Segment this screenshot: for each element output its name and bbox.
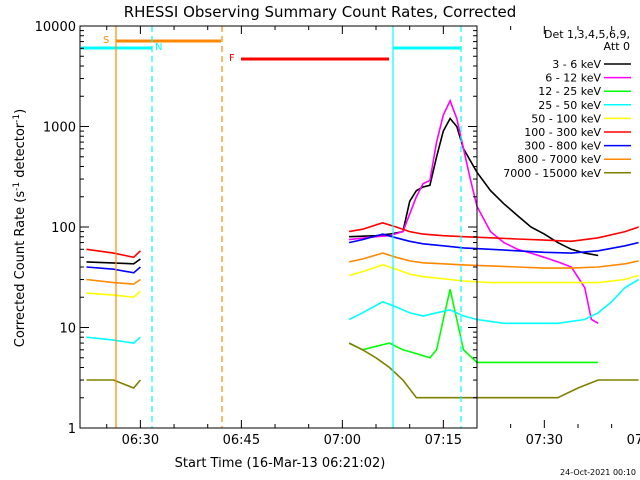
legend-label-1: 6 - 12 keV [545,72,601,85]
series-line-6 [86,233,639,274]
y-axis-label-main: Corrected Count Rate (s [13,191,28,348]
legend-header-line1: Det 1,3,4,5,6,9, [544,28,630,41]
series-line-2 [348,289,599,364]
legend-label-4: 50 - 100 keV [531,112,601,125]
legend-header-line2: Att 0 [604,40,630,53]
legend-label-8: 7000 - 15000 keV [503,167,601,180]
y-tick-label: 1000 [43,121,76,136]
x-tick-label: 06:30 [122,433,159,448]
y-tick-label: 100 [51,221,76,236]
series-line-5 [86,221,639,259]
flare-bar-label: F [229,53,235,64]
legend-label-5: 100 - 300 keV [524,126,601,139]
y-tick-label: 10 [59,322,76,337]
x-tick-label: 07:15 [425,433,462,448]
legend-label-7: 800 - 7000 keV [517,153,601,166]
chart-title: RHESSI Observing Summary Count Rates, Co… [124,3,517,21]
x-tick-label: 07:30 [526,433,563,448]
y-tick-label: 1 [68,422,76,437]
series-line-3 [86,278,640,344]
y-tick-label: 10000 [35,20,76,35]
legend-label-3: 25 - 50 keV [538,99,601,112]
footer-date: 24-Oct-2021 00:10 [560,468,636,477]
series-line-1 [349,98,599,324]
y-axis: 1 10 100 1000 10000 [35,20,477,437]
plot-frame [79,25,478,429]
night-bar-label: N [155,42,162,53]
y-axis-label-sup1: -1 [12,182,22,191]
saa-bar-label: S [103,35,109,46]
y-axis-label: Corrected Count Rate (s-1 detector-1) [12,109,28,347]
legend-label-0: 3 - 6 keV [552,58,601,71]
y-axis-label-mid: detector [13,122,28,182]
legend-label-2: 12 - 25 keV [538,85,601,98]
x-axis-label: Start Time (16-Mar-13 06:21:02) [175,456,386,471]
series-line-8 [86,342,639,399]
legend-label-6: 300 - 800 keV [524,140,601,153]
y-axis-label-sup2: -1 [12,114,22,123]
x-tick-label: 07:45 [627,433,640,448]
series-line-7 [86,252,639,285]
series-line-4 [86,264,639,299]
plot-area: S N F [81,26,640,428]
x-tick-label: 07:00 [324,433,361,448]
y-axis-label-end: ) [13,109,28,114]
x-tick-label: 06:45 [223,433,260,448]
series-line-0 [86,117,599,265]
